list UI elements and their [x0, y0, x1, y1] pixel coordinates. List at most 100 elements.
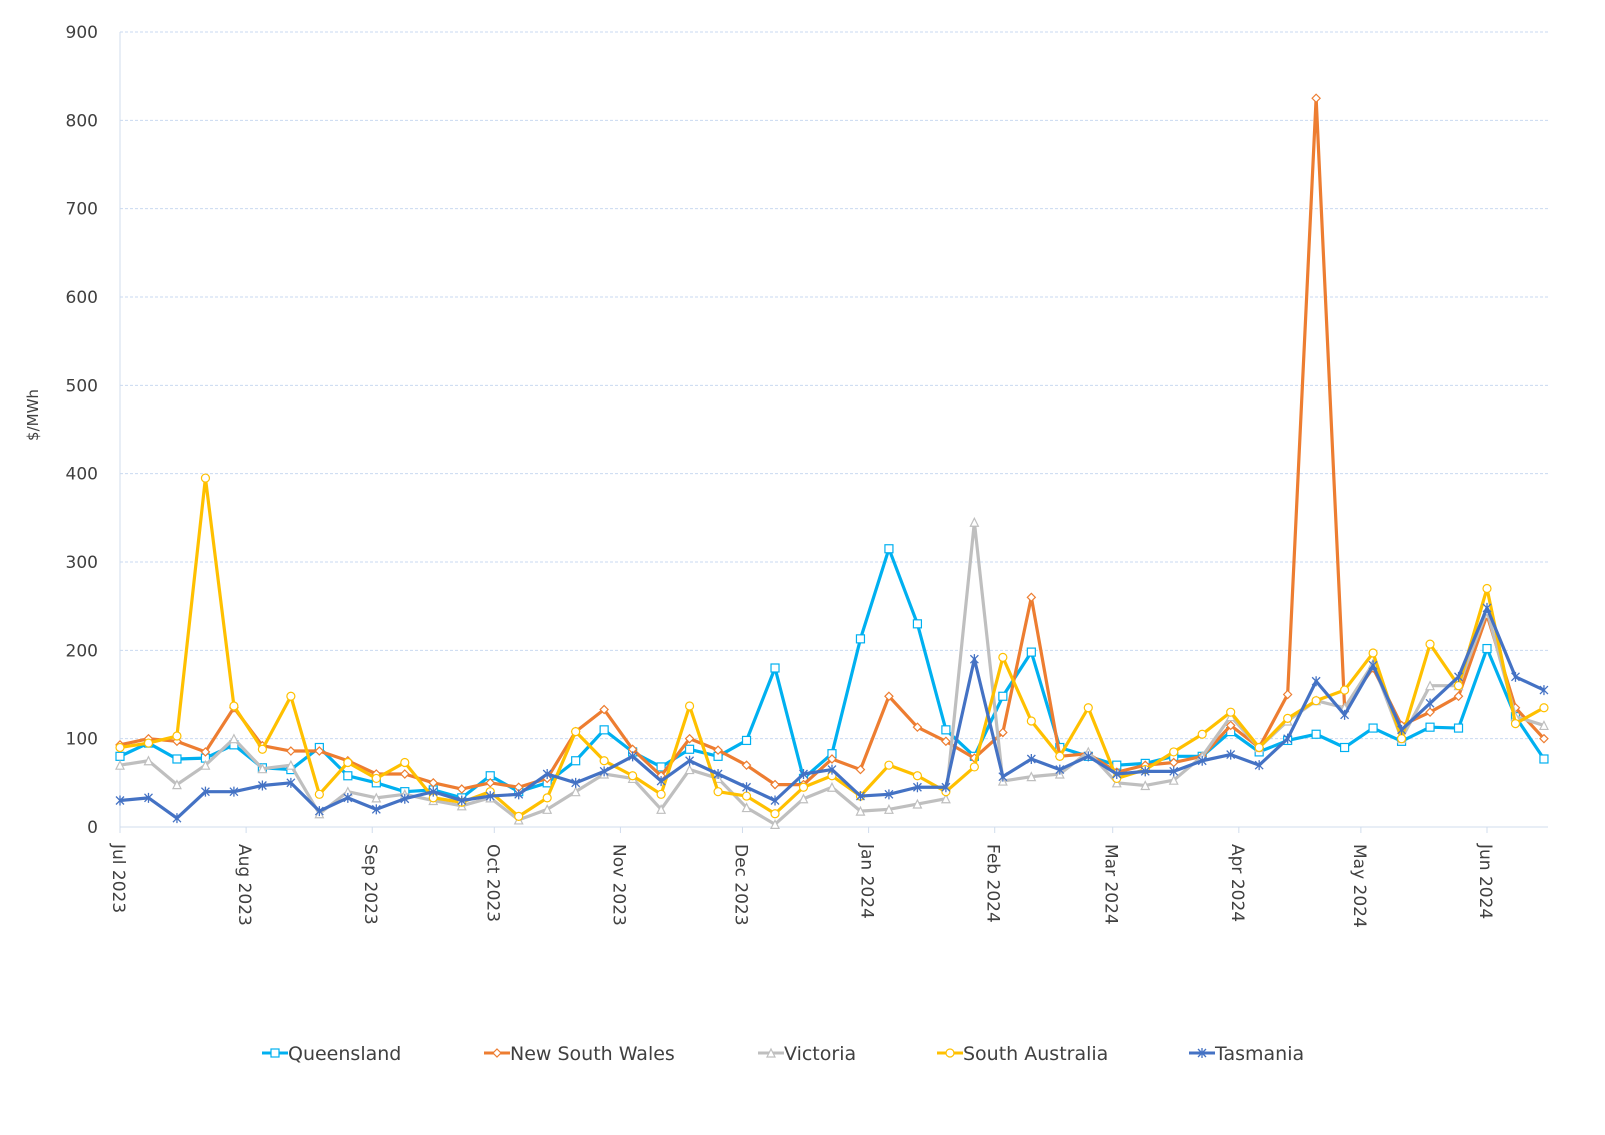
marker-diamond	[1225, 720, 1236, 731]
y-tick-label: 400	[66, 465, 98, 485]
marker-diamond	[456, 784, 467, 794]
y-tick-label: 200	[66, 641, 98, 661]
marker-square	[1340, 742, 1350, 753]
marker-diamond	[1026, 592, 1037, 603]
x-tick-label: Jun 2024	[1475, 843, 1495, 919]
marker-triangle	[798, 793, 809, 804]
marker-asterisk	[144, 792, 153, 803]
marker-asterisk	[912, 782, 922, 793]
marker-triangle	[570, 786, 581, 797]
marker-asterisk	[998, 771, 1008, 782]
marker-square	[684, 744, 695, 754]
x-tick-label: Aug 2023	[234, 844, 254, 926]
marker-asterisk	[713, 769, 723, 779]
marker-triangle	[1168, 774, 1179, 785]
x-tick-label: Mar 2024	[1101, 844, 1121, 925]
marker-circle	[599, 756, 609, 766]
marker-square	[1539, 754, 1549, 764]
marker-triangle	[542, 803, 553, 814]
marker-square	[1482, 643, 1492, 654]
marker-triangle	[827, 781, 837, 792]
marker-circle	[571, 726, 581, 737]
marker-asterisk	[542, 769, 552, 779]
marker-circle	[741, 791, 752, 801]
marker-circle	[1283, 713, 1293, 723]
marker-diamond	[713, 745, 723, 755]
marker-square	[770, 663, 780, 673]
marker-circle	[1510, 719, 1521, 729]
marker-asterisk	[286, 777, 296, 788]
marker-asterisk	[1368, 660, 1378, 671]
marker-triangle	[766, 1047, 776, 1058]
marker-diamond	[314, 746, 325, 756]
marker-circle	[1226, 707, 1236, 717]
marker-asterisk	[941, 782, 951, 793]
marker-triangle	[741, 802, 752, 813]
marker-triangle	[1140, 780, 1151, 791]
marker-circle	[998, 652, 1008, 663]
legend-item: Tasmania	[1189, 1043, 1304, 1065]
marker-diamond	[855, 764, 866, 775]
marker-triangle	[656, 803, 667, 814]
marker-circle	[172, 731, 182, 741]
marker-circle	[1425, 639, 1435, 649]
legend-label: Tasmania	[1214, 1043, 1304, 1065]
marker-triangle	[143, 755, 154, 766]
y-tick-label: 300	[66, 553, 98, 573]
legend-item: New South Wales	[484, 1043, 675, 1065]
marker-asterisk	[1197, 755, 1207, 766]
marker-circle	[1311, 696, 1321, 706]
marker-asterisk	[172, 813, 182, 824]
marker-asterisk	[229, 786, 239, 797]
marker-circle	[1396, 734, 1407, 744]
x-tick-label: Feb 2024	[983, 844, 1003, 923]
y-axis-label: $/MWh	[24, 389, 42, 441]
marker-diamond	[741, 760, 752, 771]
x-tick-label: May 2024	[1349, 844, 1369, 928]
marker-asterisk	[1254, 760, 1264, 771]
marker-triangle	[200, 759, 211, 770]
marker-circle	[798, 782, 809, 792]
marker-circle	[1055, 751, 1065, 761]
marker-asterisk	[257, 780, 267, 791]
marker-square	[1425, 722, 1435, 732]
marker-square	[115, 751, 125, 761]
marker-asterisk	[656, 776, 666, 787]
marker-diamond	[998, 727, 1008, 738]
legend-item: Victoria	[758, 1043, 856, 1065]
marker-square	[741, 735, 752, 746]
marker-circle	[286, 691, 296, 701]
y-tick-label: 600	[66, 288, 98, 308]
marker-triangle	[285, 759, 296, 770]
x-tick-label: Apr 2024	[1227, 844, 1247, 922]
marker-circle	[912, 771, 923, 781]
marker-asterisk	[599, 766, 609, 777]
marker-circle	[770, 809, 780, 819]
marker-circle	[371, 773, 381, 784]
marker-square	[270, 1048, 280, 1058]
marker-triangle	[1026, 771, 1037, 782]
legend-label: Victoria	[784, 1043, 856, 1065]
marker-asterisk	[514, 789, 524, 800]
marker-circle	[542, 793, 552, 803]
marker-diamond	[884, 691, 894, 702]
marker-triangle	[912, 798, 923, 809]
marker-triangle	[684, 764, 695, 775]
series-new-south-wales	[115, 93, 1549, 794]
marker-asterisk	[1397, 724, 1407, 735]
legend-item: Queensland	[262, 1043, 401, 1065]
marker-circle	[400, 757, 410, 768]
marker-triangle	[940, 793, 951, 804]
series-line	[119, 96, 1546, 791]
marker-circle	[1368, 648, 1378, 658]
marker-triangle	[883, 803, 894, 814]
marker-asterisk	[1511, 671, 1520, 682]
marker-circle	[514, 811, 524, 822]
marker-circle	[713, 787, 723, 797]
marker-circle	[115, 742, 125, 753]
marker-circle	[143, 738, 154, 748]
marker-diamond	[485, 777, 496, 788]
marker-triangle	[115, 759, 125, 770]
y-tick-label: 500	[66, 376, 98, 396]
marker-circle	[945, 1048, 955, 1058]
